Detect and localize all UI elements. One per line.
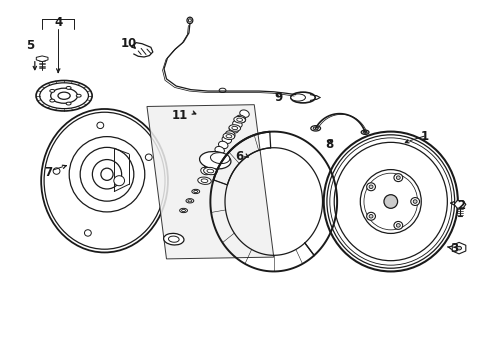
Ellipse shape [66, 86, 71, 89]
Ellipse shape [211, 152, 221, 159]
Ellipse shape [225, 135, 231, 138]
Text: 11: 11 [172, 109, 188, 122]
Text: 8: 8 [325, 138, 333, 150]
Ellipse shape [366, 183, 375, 191]
Ellipse shape [114, 176, 124, 186]
Ellipse shape [363, 173, 417, 230]
Ellipse shape [368, 185, 372, 189]
Ellipse shape [50, 99, 55, 102]
Ellipse shape [396, 176, 400, 179]
Text: 2: 2 [456, 199, 465, 212]
Ellipse shape [44, 112, 164, 249]
Ellipse shape [383, 195, 397, 208]
Ellipse shape [290, 94, 305, 101]
Ellipse shape [193, 190, 197, 193]
Ellipse shape [40, 83, 88, 109]
Ellipse shape [201, 167, 210, 175]
Ellipse shape [363, 131, 366, 133]
Ellipse shape [168, 236, 179, 242]
Ellipse shape [186, 17, 192, 24]
Ellipse shape [197, 177, 211, 184]
Ellipse shape [204, 162, 213, 170]
Ellipse shape [290, 92, 315, 103]
Ellipse shape [393, 221, 402, 229]
Text: 1: 1 [420, 130, 428, 144]
Ellipse shape [223, 133, 234, 140]
Ellipse shape [76, 94, 81, 97]
Ellipse shape [179, 208, 187, 213]
Polygon shape [453, 201, 465, 208]
Ellipse shape [366, 212, 375, 220]
Polygon shape [451, 242, 465, 254]
Ellipse shape [232, 120, 242, 128]
Ellipse shape [310, 126, 320, 131]
Ellipse shape [97, 122, 103, 129]
Ellipse shape [163, 233, 183, 245]
Ellipse shape [410, 198, 419, 206]
Ellipse shape [313, 127, 318, 130]
Ellipse shape [229, 126, 238, 133]
Text: 5: 5 [26, 39, 34, 52]
Ellipse shape [215, 147, 224, 154]
Ellipse shape [191, 189, 199, 194]
Ellipse shape [187, 200, 191, 202]
Ellipse shape [233, 117, 245, 123]
Ellipse shape [361, 130, 368, 134]
Ellipse shape [36, 81, 92, 111]
Text: 3: 3 [449, 242, 457, 255]
Ellipse shape [222, 136, 231, 144]
Ellipse shape [145, 154, 152, 161]
Ellipse shape [92, 159, 122, 189]
Text: 6: 6 [235, 150, 243, 163]
Ellipse shape [58, 92, 70, 99]
Ellipse shape [199, 152, 230, 169]
Ellipse shape [185, 199, 193, 203]
Ellipse shape [51, 88, 77, 103]
Ellipse shape [412, 200, 416, 203]
Ellipse shape [329, 138, 451, 265]
Ellipse shape [188, 19, 191, 22]
Text: 4: 4 [54, 16, 62, 29]
Ellipse shape [218, 141, 227, 149]
Ellipse shape [323, 132, 457, 271]
Ellipse shape [69, 136, 144, 212]
Ellipse shape [393, 174, 402, 181]
Ellipse shape [206, 169, 213, 173]
Ellipse shape [228, 125, 240, 131]
Ellipse shape [101, 168, 113, 180]
Polygon shape [36, 56, 48, 62]
Ellipse shape [53, 168, 60, 174]
Ellipse shape [50, 89, 55, 92]
Ellipse shape [326, 135, 454, 268]
Ellipse shape [236, 115, 245, 123]
Ellipse shape [201, 179, 207, 183]
Ellipse shape [41, 109, 167, 252]
Ellipse shape [231, 126, 237, 130]
Ellipse shape [210, 153, 229, 163]
Ellipse shape [203, 167, 217, 175]
Ellipse shape [396, 224, 400, 227]
Ellipse shape [333, 142, 447, 261]
Ellipse shape [360, 170, 420, 233]
Polygon shape [147, 105, 273, 259]
Text: 10: 10 [120, 36, 136, 50]
Ellipse shape [181, 210, 185, 212]
Ellipse shape [239, 110, 249, 117]
Text: 7: 7 [44, 166, 52, 179]
Ellipse shape [66, 102, 71, 105]
Ellipse shape [225, 131, 235, 138]
Ellipse shape [368, 215, 372, 218]
Ellipse shape [456, 246, 461, 250]
Ellipse shape [80, 147, 134, 201]
Text: 9: 9 [274, 91, 282, 104]
Ellipse shape [84, 230, 91, 236]
Ellipse shape [207, 157, 217, 164]
Ellipse shape [219, 88, 225, 93]
Ellipse shape [236, 118, 242, 121]
